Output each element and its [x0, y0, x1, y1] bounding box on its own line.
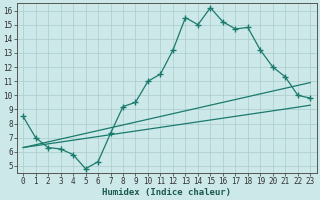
X-axis label: Humidex (Indice chaleur): Humidex (Indice chaleur) [102, 188, 231, 197]
